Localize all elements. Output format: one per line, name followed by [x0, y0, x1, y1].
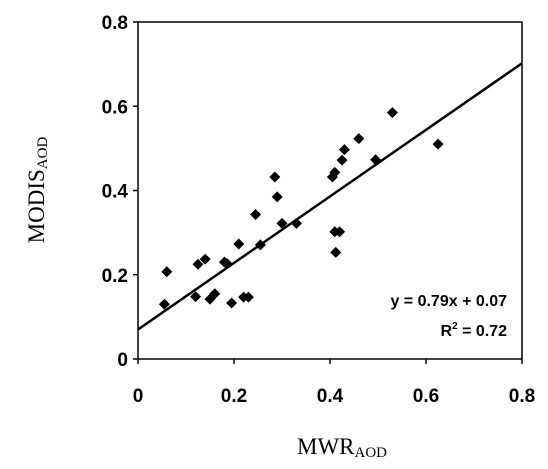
plot-area [137, 21, 523, 360]
trend-line [137, 62, 523, 331]
data-point [330, 246, 342, 258]
data-point [329, 166, 341, 178]
data-point [370, 154, 382, 166]
x-tick-label: 0.2 [221, 386, 247, 407]
r-squared-label: R2 = 0.72 [441, 321, 508, 340]
data-point [199, 253, 211, 265]
x-tick-label: 0.4 [317, 386, 344, 407]
y-tick-labels: 0 0.2 0.4 0.6 0.8 [102, 13, 129, 371]
data-point [226, 297, 238, 309]
data-point [250, 209, 262, 221]
data-point [353, 133, 365, 145]
data-point [276, 217, 288, 229]
x-tick-labels: 0 0.2 0.4 0.6 0.8 [133, 386, 536, 407]
data-point [271, 191, 283, 203]
data-point [269, 171, 281, 183]
data-point [386, 107, 398, 119]
data-point [233, 238, 245, 250]
data-point [432, 138, 444, 150]
data-point [158, 298, 170, 310]
data-point [338, 144, 350, 156]
data-point [161, 266, 173, 278]
data-point [209, 288, 221, 300]
x-tick-label: 0.8 [509, 386, 535, 407]
data-point [334, 226, 346, 238]
data-point [290, 217, 302, 229]
y-tick-label: 0 [117, 350, 128, 371]
tick-marks [133, 21, 523, 364]
y-tick-label: 0.6 [102, 97, 128, 118]
y-tick-label: 0.2 [102, 266, 128, 287]
data-point [192, 258, 204, 270]
data-points [158, 107, 444, 310]
data-point [190, 291, 202, 303]
y-axis-title: MODISAOD [24, 137, 51, 244]
x-axis-title: MWRAOD [297, 434, 387, 461]
y-tick-label: 0.4 [102, 182, 129, 203]
data-point [336, 154, 348, 166]
data-point [221, 257, 233, 269]
x-tick-label: 0 [133, 386, 144, 407]
data-point [254, 239, 266, 251]
y-tick-label: 0.8 [102, 13, 128, 34]
regression-equation: y = 0.79x + 0.07 [390, 293, 507, 310]
x-tick-label: 0.6 [413, 386, 439, 407]
data-point [242, 291, 254, 303]
